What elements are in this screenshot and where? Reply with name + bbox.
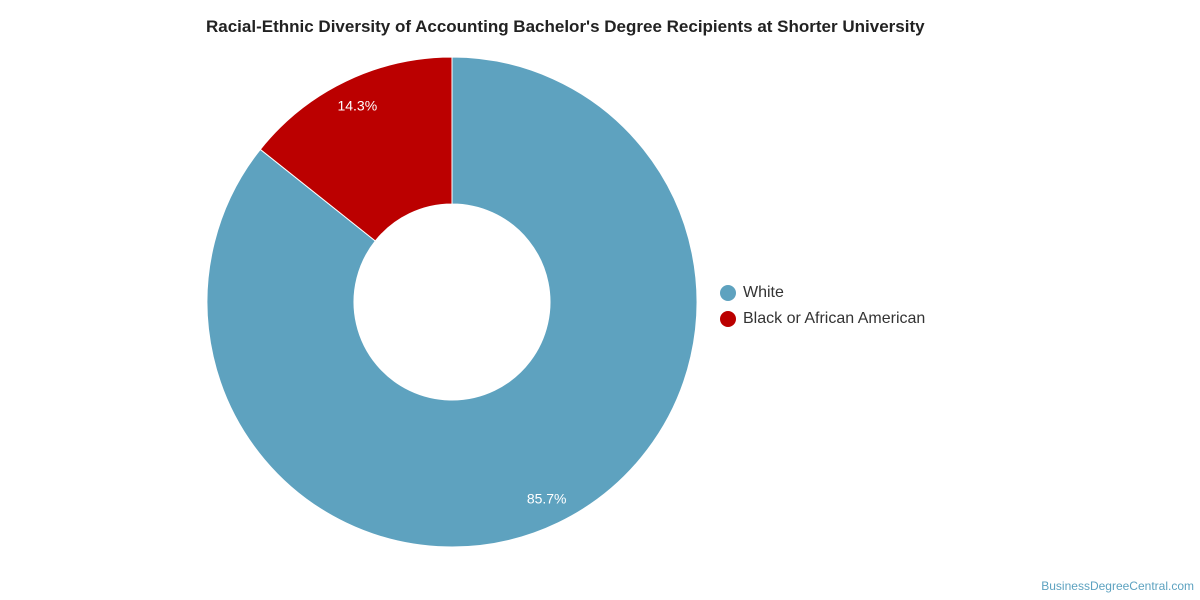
legend-swatch-black-or-african-american <box>720 311 736 327</box>
legend-label-white: White <box>743 284 784 301</box>
legend-label-black-or-african-american: Black or African American <box>743 310 926 327</box>
chart-title: Racial-Ethnic Diversity of Accounting Ba… <box>206 17 925 36</box>
legend: White Black or African American <box>720 280 925 332</box>
slice-label-black-or-african-american: 14.3% <box>337 98 377 114</box>
slice-label-white: 85.7% <box>527 490 567 506</box>
legend-swatch-white <box>720 285 736 301</box>
legend-item-black-or-african-american[interactable]: Black or African American <box>720 306 925 332</box>
legend-item-white[interactable]: White <box>720 280 925 306</box>
slice-black-or-african-american[interactable] <box>259 56 453 242</box>
slice-white[interactable] <box>206 56 698 548</box>
watermark: BusinessDegreeCentral.com <box>1041 579 1194 593</box>
